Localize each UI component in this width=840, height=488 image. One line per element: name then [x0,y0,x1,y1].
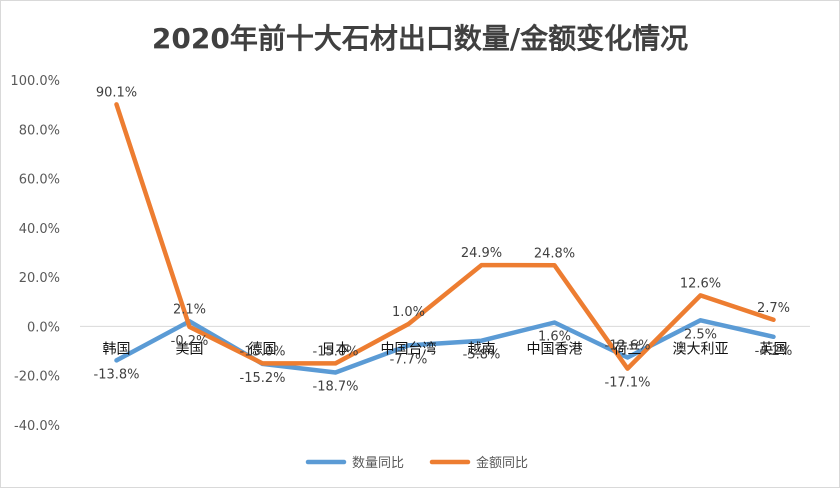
y-tick-label: -20.0% [14,370,60,385]
data-label: -15.2% [240,371,286,386]
y-tick-label: 20.0% [19,271,60,286]
data-label: 2.1% [173,302,206,317]
data-label: -18.7% [313,380,359,395]
data-label: 1.0% [392,305,425,320]
category-label: 澳大利亚 [673,341,729,357]
data-label: 90.1% [96,85,137,100]
data-label: -15.0% [313,344,359,359]
data-label: -7.7% [390,352,428,367]
legend: 数量同比 金额同比 [305,455,528,471]
category-axis: 韩国 美国 德国 日本 中国台湾 越南 中国香港 荷兰 澳大利亚 英国 [103,340,788,357]
y-tick-label: 80.0% [19,123,60,138]
data-label: -13.8% [94,367,140,382]
category-label: 荷兰 [614,341,642,357]
category-label: 中国香港 [527,341,583,357]
data-label: 1.6% [538,329,571,344]
category-label: 美国 [176,341,204,357]
legend-label-1: 数量同比 [352,456,404,471]
series-line-2 [114,102,776,371]
series-line-1 [114,318,776,375]
data-label: -0.2% [171,334,209,349]
y-tick-label: 0.0% [27,320,60,335]
data-label: -12.6% [605,338,651,353]
category-label: 德国 [249,341,277,357]
data-label: 2.7% [757,301,790,316]
y-axis: 100.0% 80.0% 60.0% 40.0% 20.0% 0.0% -20.0% -40.… [10,74,60,434]
category-label: 中国台湾 [381,340,437,357]
data-label: -4.2% [755,344,793,359]
data-label: 24.9% [461,246,502,261]
data-labels: -13.8% 90.1% 2.1% -0.2% -15.2% -15.0% -18.7% -1… [94,85,793,394]
series-layer [114,102,776,375]
category-label: 韩国 [103,341,131,357]
data-label: 24.8% [534,246,575,261]
y-tick-label: 100.0% [10,74,60,89]
category-label: 越南 [468,341,496,357]
data-label: -5.8% [463,348,501,363]
data-label: 12.6% [680,276,721,291]
data-label: 2.5% [684,327,717,342]
y-tick-label: -40.0% [14,419,60,434]
legend-label-2: 金额同比 [476,455,528,471]
category-label: 英国 [760,340,788,357]
category-label: 日本 [322,341,350,357]
data-label: -15.0% [240,344,286,359]
y-tick-label: 40.0% [19,222,60,237]
y-tick-label: 60.0% [19,173,60,188]
chart-title: 2020年前十大石材出口数量/金额变化情况 [152,22,688,55]
data-label: -17.1% [605,376,651,391]
